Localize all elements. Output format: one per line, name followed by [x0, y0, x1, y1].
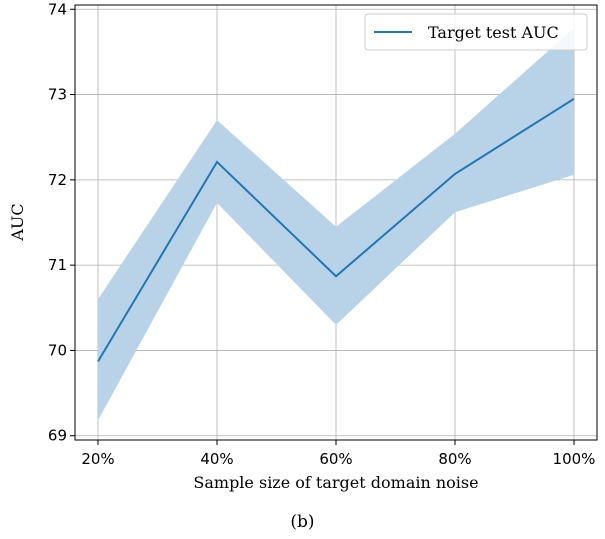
y-tick-label: 72 — [48, 171, 67, 189]
band-layer — [98, 28, 574, 421]
x-tick-label: 20% — [81, 450, 114, 468]
x-tick-label: 100% — [553, 450, 596, 468]
x-tick-label: 80% — [438, 450, 471, 468]
y-tick-label: 70 — [48, 341, 67, 359]
legend-label: Target test AUC — [428, 23, 559, 42]
y-tick-label: 71 — [48, 256, 67, 274]
confidence-band — [98, 28, 574, 421]
y-axis-label: AUC — [8, 203, 27, 241]
y-tick-label: 69 — [48, 427, 67, 445]
chart-svg: 20% 40% 60% 80% 100% 69 70 71 72 73 74 Target test… — [8, 0, 598, 492]
y-tick-label: 74 — [48, 0, 67, 18]
x-tick-label: 60% — [319, 450, 352, 468]
line-layer — [97, 97, 575, 363]
legend-layer: Target test AUC — [364, 13, 588, 51]
x-axis-label: Sample size of target domain noise — [193, 473, 478, 492]
y-tick-label: 73 — [48, 86, 67, 104]
legend-box — [364, 13, 588, 51]
x-tick-label: 40% — [200, 450, 233, 468]
axes-layer: 20% 40% 60% 80% 100% 69 70 71 72 73 74 — [48, 0, 598, 468]
series-line — [97, 97, 575, 363]
figure-caption: (b) — [290, 512, 315, 532]
